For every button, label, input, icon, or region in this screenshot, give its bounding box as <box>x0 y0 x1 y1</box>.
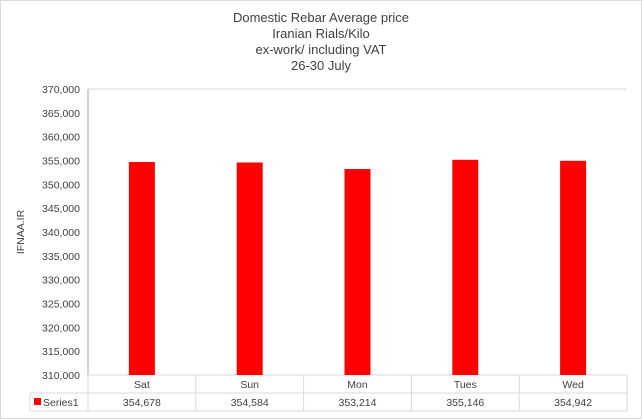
data-table-value: 354,584 <box>231 397 269 409</box>
bar-wed <box>560 160 587 375</box>
y-tick-label: 340,000 <box>42 227 80 239</box>
y-tick-label: 310,000 <box>42 370 80 382</box>
y-tick-label: 320,000 <box>42 322 80 334</box>
data-table-value: 354,678 <box>123 397 161 409</box>
x-tick-label: Mon <box>347 379 368 391</box>
data-table-value: 353,214 <box>339 397 377 409</box>
bar-mon <box>344 169 371 375</box>
legend-key <box>34 398 41 405</box>
legend-label: Series1 <box>43 397 79 409</box>
title-line-1: Domestic Rebar Average price <box>232 10 410 25</box>
x-tick-label: Wed <box>562 379 584 391</box>
data-table-value: 355,146 <box>446 397 484 409</box>
chart-title: Domestic Rebar Average price Iranian Ria… <box>0 10 642 74</box>
title-line-4: 26-30 July <box>291 58 351 73</box>
x-tick-label: Sat <box>134 379 150 391</box>
y-tick-label: 350,000 <box>42 179 80 191</box>
y-tick-label: 370,000 <box>42 84 80 96</box>
bar-sun <box>236 162 263 375</box>
title-line-2: Iranian Rials/Kilo <box>272 26 370 41</box>
bar-sat <box>128 162 155 375</box>
y-tick-label: 315,000 <box>42 346 80 358</box>
y-tick-label: 355,000 <box>42 156 80 168</box>
title-line-3: ex-work/ including VAT <box>255 42 387 57</box>
y-tick-label: 325,000 <box>42 299 80 311</box>
y-tick-label: 335,000 <box>42 251 80 263</box>
x-tick-label: Tues <box>454 379 477 391</box>
x-tick-label: Sun <box>240 379 259 391</box>
y-tick-label: 360,000 <box>42 132 80 144</box>
bar-tues <box>452 159 479 375</box>
y-tick-label: 345,000 <box>42 203 80 215</box>
data-table-value: 354,942 <box>554 397 592 409</box>
y-axis-label: IFNAA.IR <box>15 209 27 254</box>
y-tick-label: 365,000 <box>42 108 80 120</box>
y-tick-label: 330,000 <box>42 275 80 287</box>
